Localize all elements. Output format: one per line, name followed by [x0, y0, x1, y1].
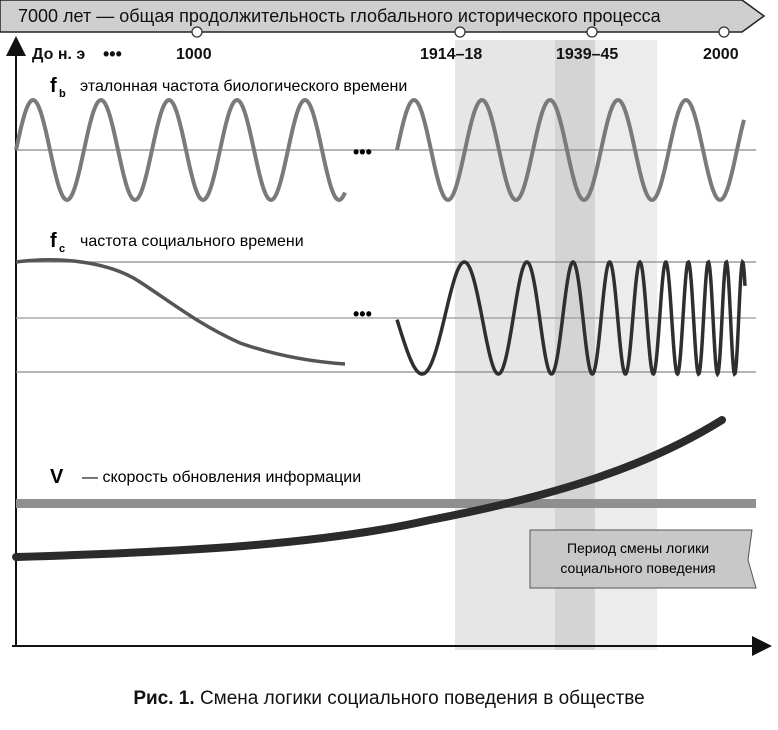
fb-ellipsis: ••• [353, 142, 372, 162]
fc-ellipsis: ••• [353, 304, 372, 324]
fc-label-group: f c частота социального времени [50, 230, 304, 255]
marker-1000 [191, 26, 203, 38]
period-box-line1: Период смены логики [567, 540, 709, 556]
timeline-label-1000: 1000 [176, 46, 212, 63]
marker-1914 [454, 26, 466, 38]
fb-subscript: b [59, 88, 66, 100]
period-box: Период смены логики социального поведени… [529, 529, 757, 589]
timeline-label-2000: 2000 [703, 46, 739, 63]
fc-subscript: c [59, 243, 65, 255]
figure-caption: Рис. 1. Смена логики социального поведен… [0, 688, 778, 710]
fb-symbol: f [50, 75, 57, 97]
fc-decline-curve [15, 258, 346, 366]
v-label-group: V — скорость обновления информации [50, 466, 361, 488]
timeline-bc-dots: ••• [103, 44, 122, 64]
caption-text: Смена логики социального поведения в общ… [199, 688, 645, 709]
fc-label: частота социального времени [80, 233, 304, 250]
timeline-label-bc: До н. э [32, 46, 85, 63]
fb-wave-right [395, 97, 746, 203]
fc-symbol: f [50, 230, 57, 252]
marker-1939 [586, 26, 598, 38]
v-symbol: V [50, 466, 64, 488]
fc-wave [395, 258, 747, 378]
v-growth-curve [12, 416, 726, 561]
fb-wave-left [14, 97, 347, 203]
fb-label-group: f b эталонная частота биологического вре… [50, 75, 407, 100]
marker-2000 [718, 26, 730, 38]
divider-v-band [16, 499, 756, 508]
v-label: — скорость обновления информации [82, 469, 361, 486]
fb-label: эталонная частота биологического времени [80, 78, 407, 95]
timeline-label-1914-18: 1914–18 [420, 46, 482, 63]
timeline-label-1939-45: 1939–45 [556, 46, 618, 63]
caption-prefix: Рис. 1. [133, 688, 195, 709]
duration-banner: 7000 лет — общая продолжительность глоба… [0, 0, 766, 33]
banner-text: 7000 лет — общая продолжительность глоба… [18, 6, 662, 26]
period-box-line2: социального поведения [560, 560, 715, 576]
timeline-markers [191, 26, 730, 38]
